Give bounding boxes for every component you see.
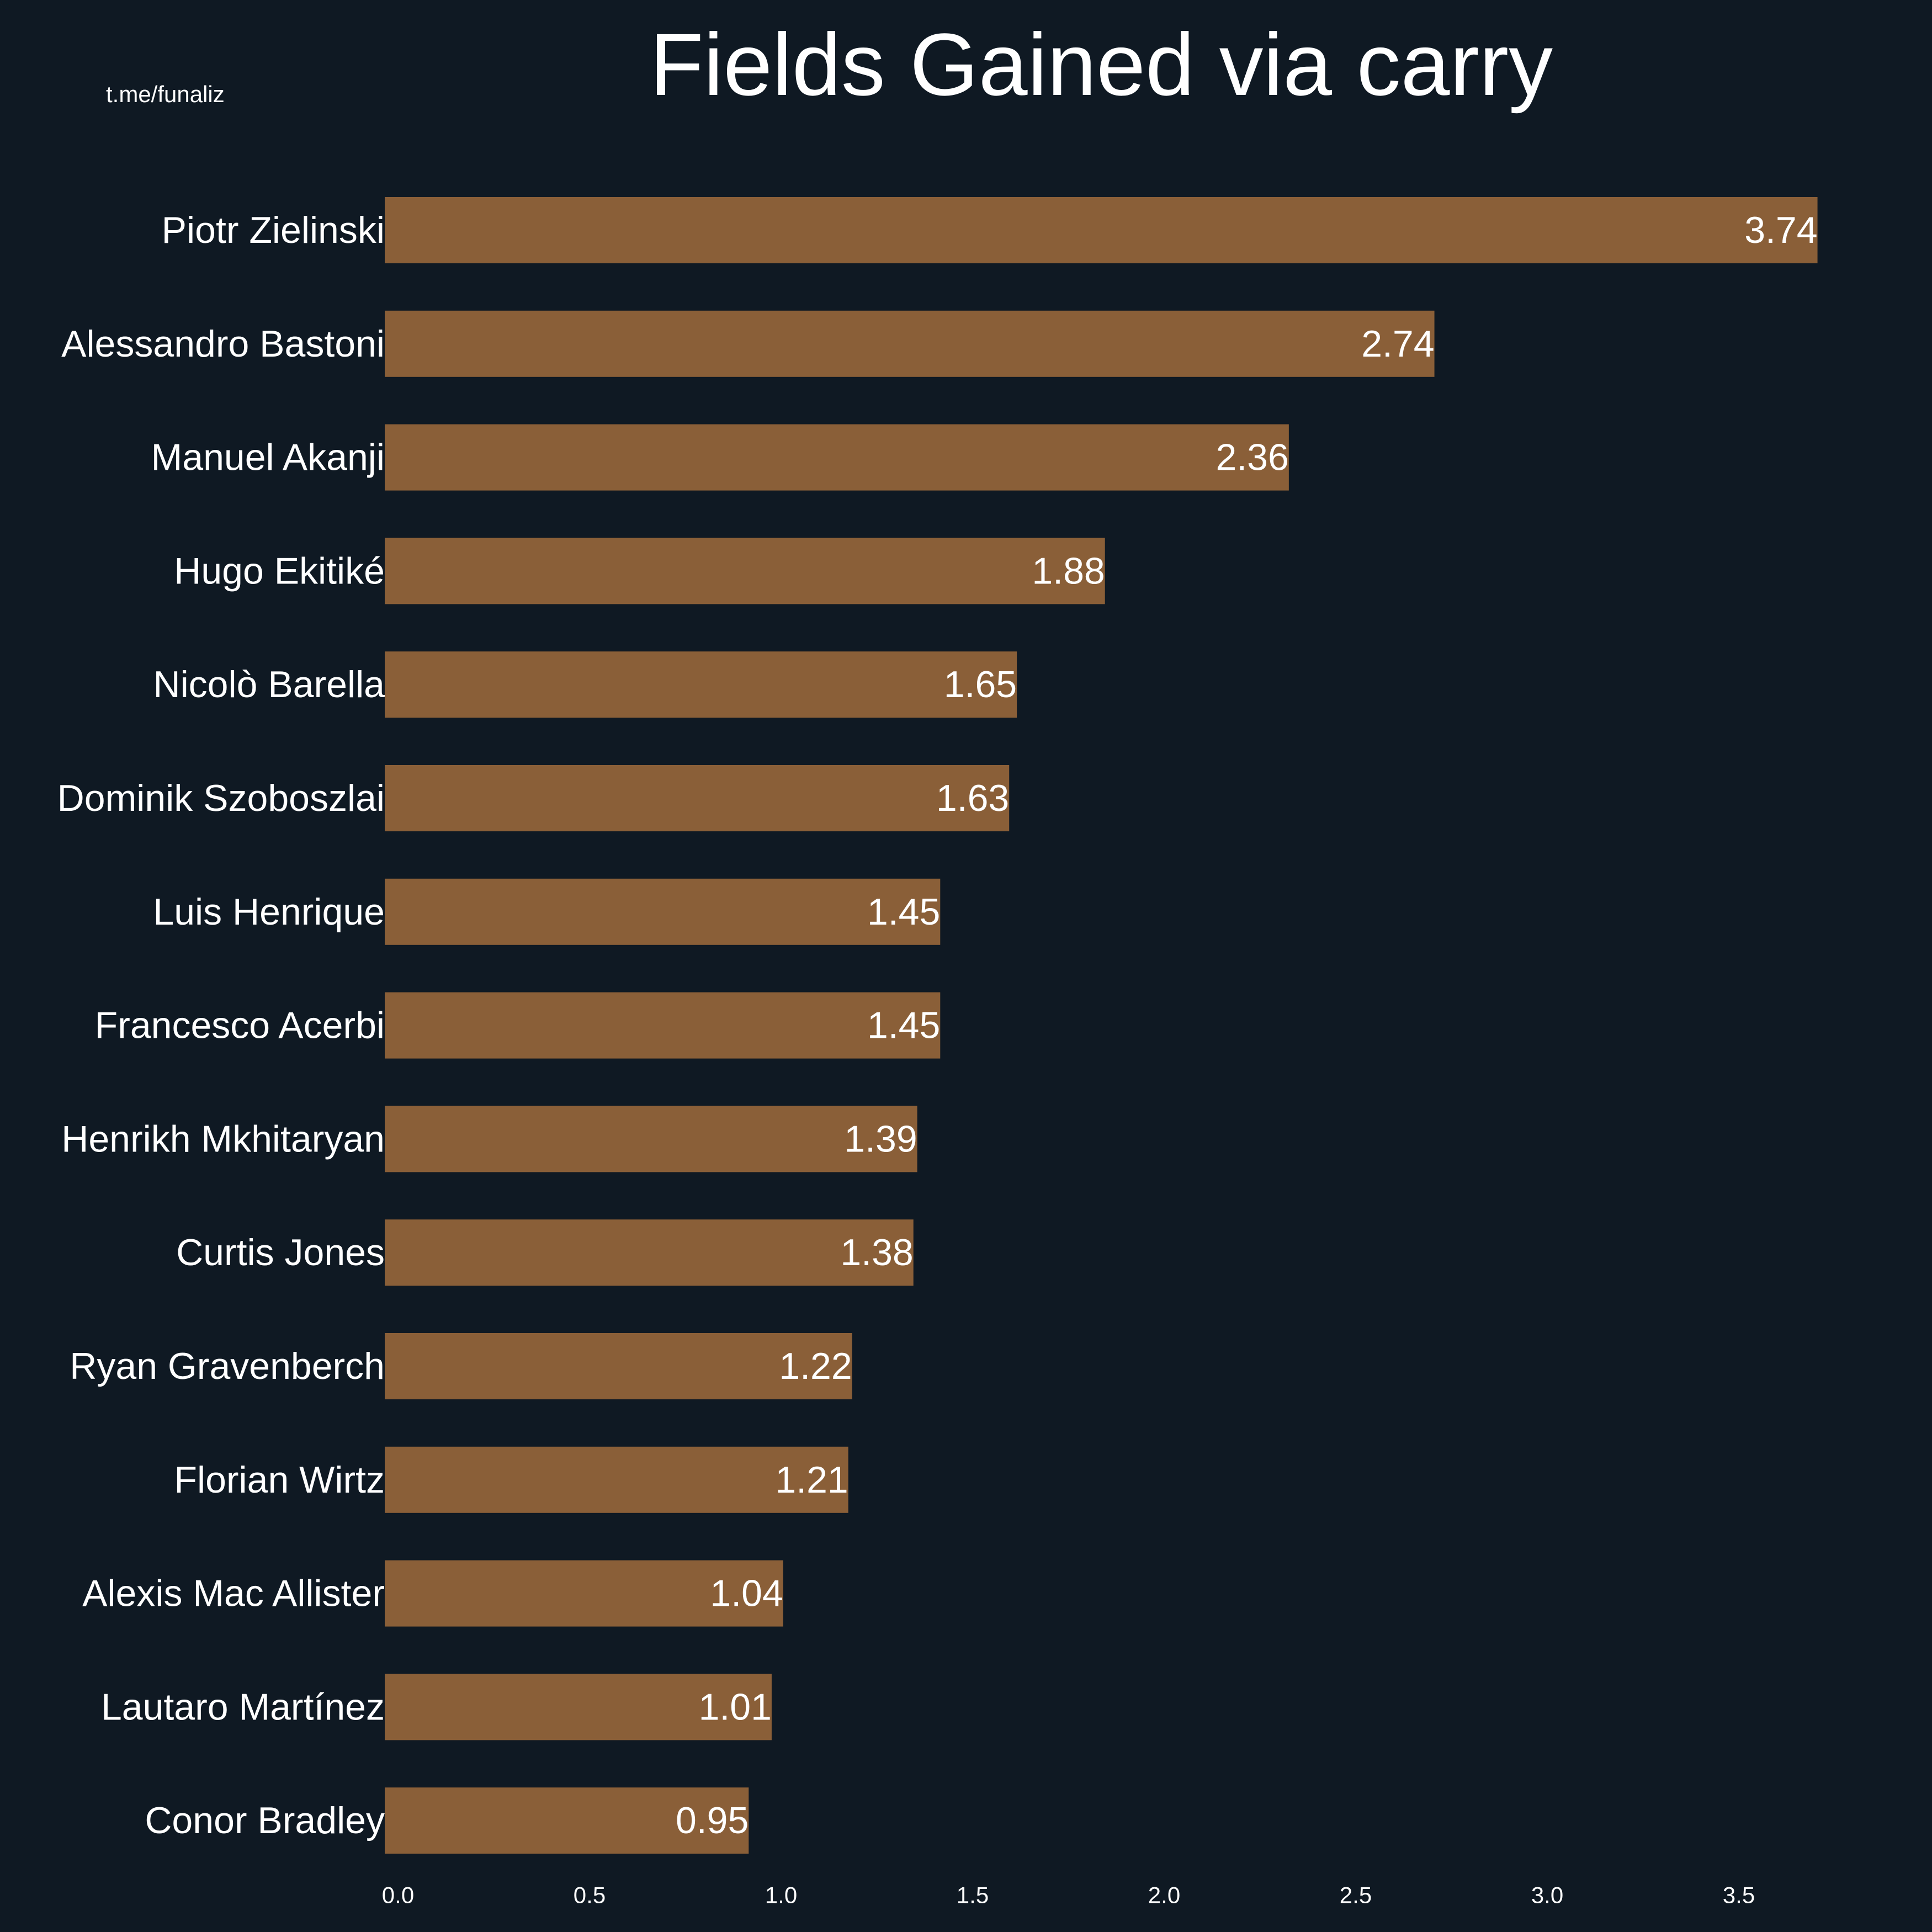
bar (385, 424, 1289, 491)
x-axis-ticks-group: 0.0 0.5 1.0 1.5 2.0 2.5 3.0 3.5 (382, 1882, 1755, 1908)
bar-value-label: 1.63 (936, 777, 1009, 819)
bar (385, 310, 1435, 377)
bar-value-label: 1.65 (944, 664, 1017, 705)
bar-value-label: 0.95 (676, 1800, 749, 1841)
x-tick-label: 3.5 (1723, 1882, 1755, 1908)
category-label: Piotr Zielinski (162, 209, 385, 251)
category-label: Ryan Gravenberch (70, 1345, 385, 1387)
category-labels-group: Piotr Zielinski Alessandro Bastoni Manuel … (57, 209, 385, 1841)
x-tick-label: 2.0 (1148, 1882, 1180, 1908)
bar (385, 878, 941, 945)
category-label: Luis Henrique (153, 891, 385, 933)
category-label: Manuel Akanji (151, 437, 385, 479)
bar-value-label: 2.74 (1361, 323, 1434, 365)
bar-value-label: 3.74 (1744, 209, 1817, 251)
bar (385, 1446, 848, 1513)
category-label: Florian Wirtz (174, 1459, 385, 1501)
bar-value-label: 1.45 (867, 891, 940, 933)
category-label: Lautaro Martínez (101, 1686, 385, 1728)
x-tick-label: 0.0 (382, 1882, 414, 1908)
bar (385, 1333, 852, 1399)
bar (385, 1560, 783, 1627)
bar-value-label: 1.01 (699, 1686, 772, 1728)
bar-value-label: 1.45 (867, 1005, 940, 1047)
category-label: Nicolò Barella (153, 664, 385, 705)
category-label: Dominik Szoboszlai (57, 777, 385, 819)
bar-value-label: 2.36 (1216, 437, 1288, 479)
category-label: Conor Bradley (145, 1800, 385, 1841)
x-tick-label: 0.5 (574, 1882, 606, 1908)
bar-value-label: 1.22 (779, 1345, 852, 1387)
bar (385, 765, 1010, 831)
bar-value-label: 1.88 (1032, 550, 1105, 592)
category-label: Hugo Ekitiké (174, 550, 385, 592)
category-label: Henrikh Mkhitaryan (61, 1118, 385, 1160)
value-labels-group: 3.74 2.74 2.36 1.88 1.65 1.63 1.45 1.45 1.39 1.38… (676, 209, 1818, 1841)
bar (385, 992, 941, 1059)
bar-value-label: 1.39 (844, 1118, 917, 1160)
bar (385, 1106, 917, 1172)
bar (385, 1787, 749, 1854)
category-label: Curtis Jones (176, 1232, 385, 1273)
x-tick-label: 2.5 (1340, 1882, 1372, 1908)
bar (385, 197, 1818, 263)
chart-title: Fields Gained via carry (650, 15, 1553, 114)
x-tick-label: 1.5 (957, 1882, 989, 1908)
credit-label: t.me/funaliz (106, 81, 225, 107)
category-label: Alessandro Bastoni (61, 323, 385, 365)
bar-value-label: 1.21 (775, 1459, 848, 1501)
bar-value-label: 1.04 (710, 1573, 783, 1615)
x-tick-label: 1.0 (765, 1882, 797, 1908)
bar (385, 1674, 772, 1740)
category-label: Francesco Acerbi (95, 1005, 385, 1047)
bars-group (385, 197, 1818, 1854)
x-tick-label: 3.0 (1531, 1882, 1563, 1908)
category-label: Alexis Mac Allister (82, 1573, 385, 1615)
bar-value-label: 1.38 (840, 1232, 913, 1273)
bar (385, 651, 1017, 718)
bar (385, 1219, 914, 1286)
bar (385, 538, 1105, 604)
